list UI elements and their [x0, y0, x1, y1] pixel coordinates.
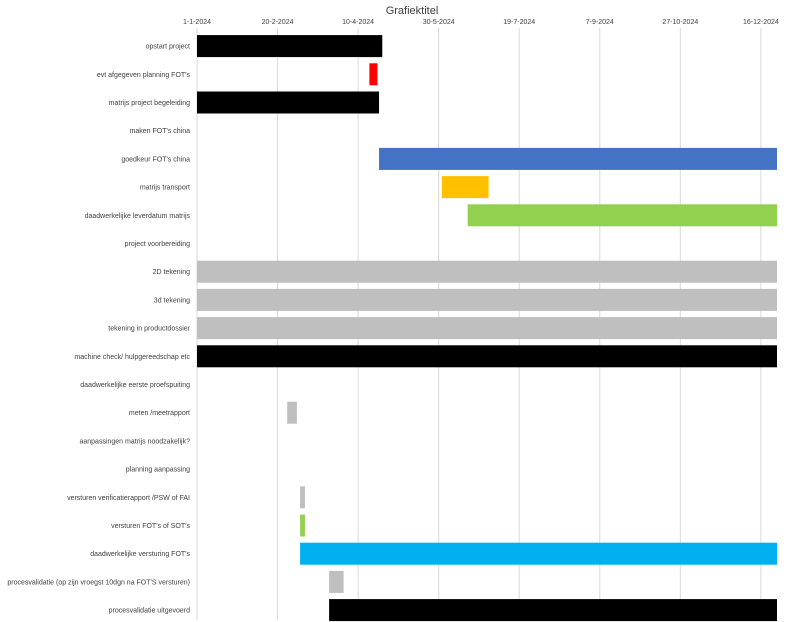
- category-label: daadwerkelijke leverdatum matrijs: [85, 213, 191, 220]
- category-label: aanpassingen matrijs noodzakelijk?: [79, 438, 190, 445]
- bar-row-16: [300, 486, 305, 509]
- bar-row-2: [197, 91, 380, 114]
- bar-row-18: [300, 542, 777, 565]
- bar-row-17: [300, 514, 305, 537]
- x-tick-label: 1-1-2024: [183, 19, 211, 26]
- category-label: maken FOT's china: [130, 128, 191, 135]
- bar-row-6: [467, 204, 777, 227]
- bar-row-13: [287, 401, 297, 424]
- category-label: matrijs transport: [140, 185, 190, 192]
- category-label: procesvalidatie (op zijn vroegst 10dgn n…: [7, 579, 190, 586]
- bar-row-0: [197, 35, 383, 58]
- category-label: daadwerkelijke eerste proefspuiting: [80, 382, 190, 389]
- category-label: goedkeur FOT's china: [121, 156, 190, 163]
- bar-row-20: [329, 599, 777, 622]
- category-label: meten /meetrapport: [129, 410, 190, 417]
- category-label: daadwerkelijke versturing FOT's: [90, 551, 190, 558]
- category-labels: opstart project evt afgegeven planning FO…: [7, 44, 190, 615]
- x-tick-label: 30-5-2024: [423, 19, 455, 26]
- category-label: evt afgegeven planning FOT's: [97, 72, 191, 79]
- category-label: 2D tekening: [153, 269, 190, 276]
- bar-row-5: [441, 176, 489, 199]
- x-tick-label: 27-10-2024: [662, 19, 698, 26]
- chart-title: Grafiektitel: [386, 5, 439, 17]
- x-tick-label: 10-4-2024: [342, 19, 374, 26]
- bars: [197, 35, 777, 622]
- bar-row-8: [197, 260, 777, 283]
- x-tick-label: 20-2-2024: [262, 19, 294, 26]
- bar-row-11: [197, 345, 777, 368]
- x-tick-label: 16-12-2024: [743, 19, 779, 26]
- category-label: matrijs project begeleiding: [109, 100, 190, 107]
- bar-row-1: [369, 63, 378, 86]
- bar-row-10: [197, 317, 777, 340]
- x-tick-label: 7-9-2024: [586, 19, 614, 26]
- category-label: planning aanpassing: [126, 467, 190, 474]
- category-label: versturen FOT's of SOT's: [111, 523, 190, 530]
- category-label: procesvalidatie uitgevoerd: [109, 608, 190, 615]
- bar-row-9: [197, 288, 777, 311]
- category-label: 3d tekening: [154, 297, 190, 304]
- x-axis-ticks: 1-1-2024 20-2-2024 10-4-2024 30-5-2024 19-7-…: [183, 19, 779, 26]
- category-label: versturen verificatierapport /PSW of FAI: [67, 495, 190, 502]
- category-label: opstart project: [146, 44, 190, 51]
- x-tick-label: 19-7-2024: [503, 19, 535, 26]
- category-label: tekening in productdossier: [108, 326, 190, 333]
- bar-row-4: [379, 147, 777, 170]
- category-label: machine check/ hulpgereedschap etc: [74, 354, 190, 361]
- bar-row-19: [329, 570, 344, 593]
- category-label: project voorbereiding: [125, 241, 190, 248]
